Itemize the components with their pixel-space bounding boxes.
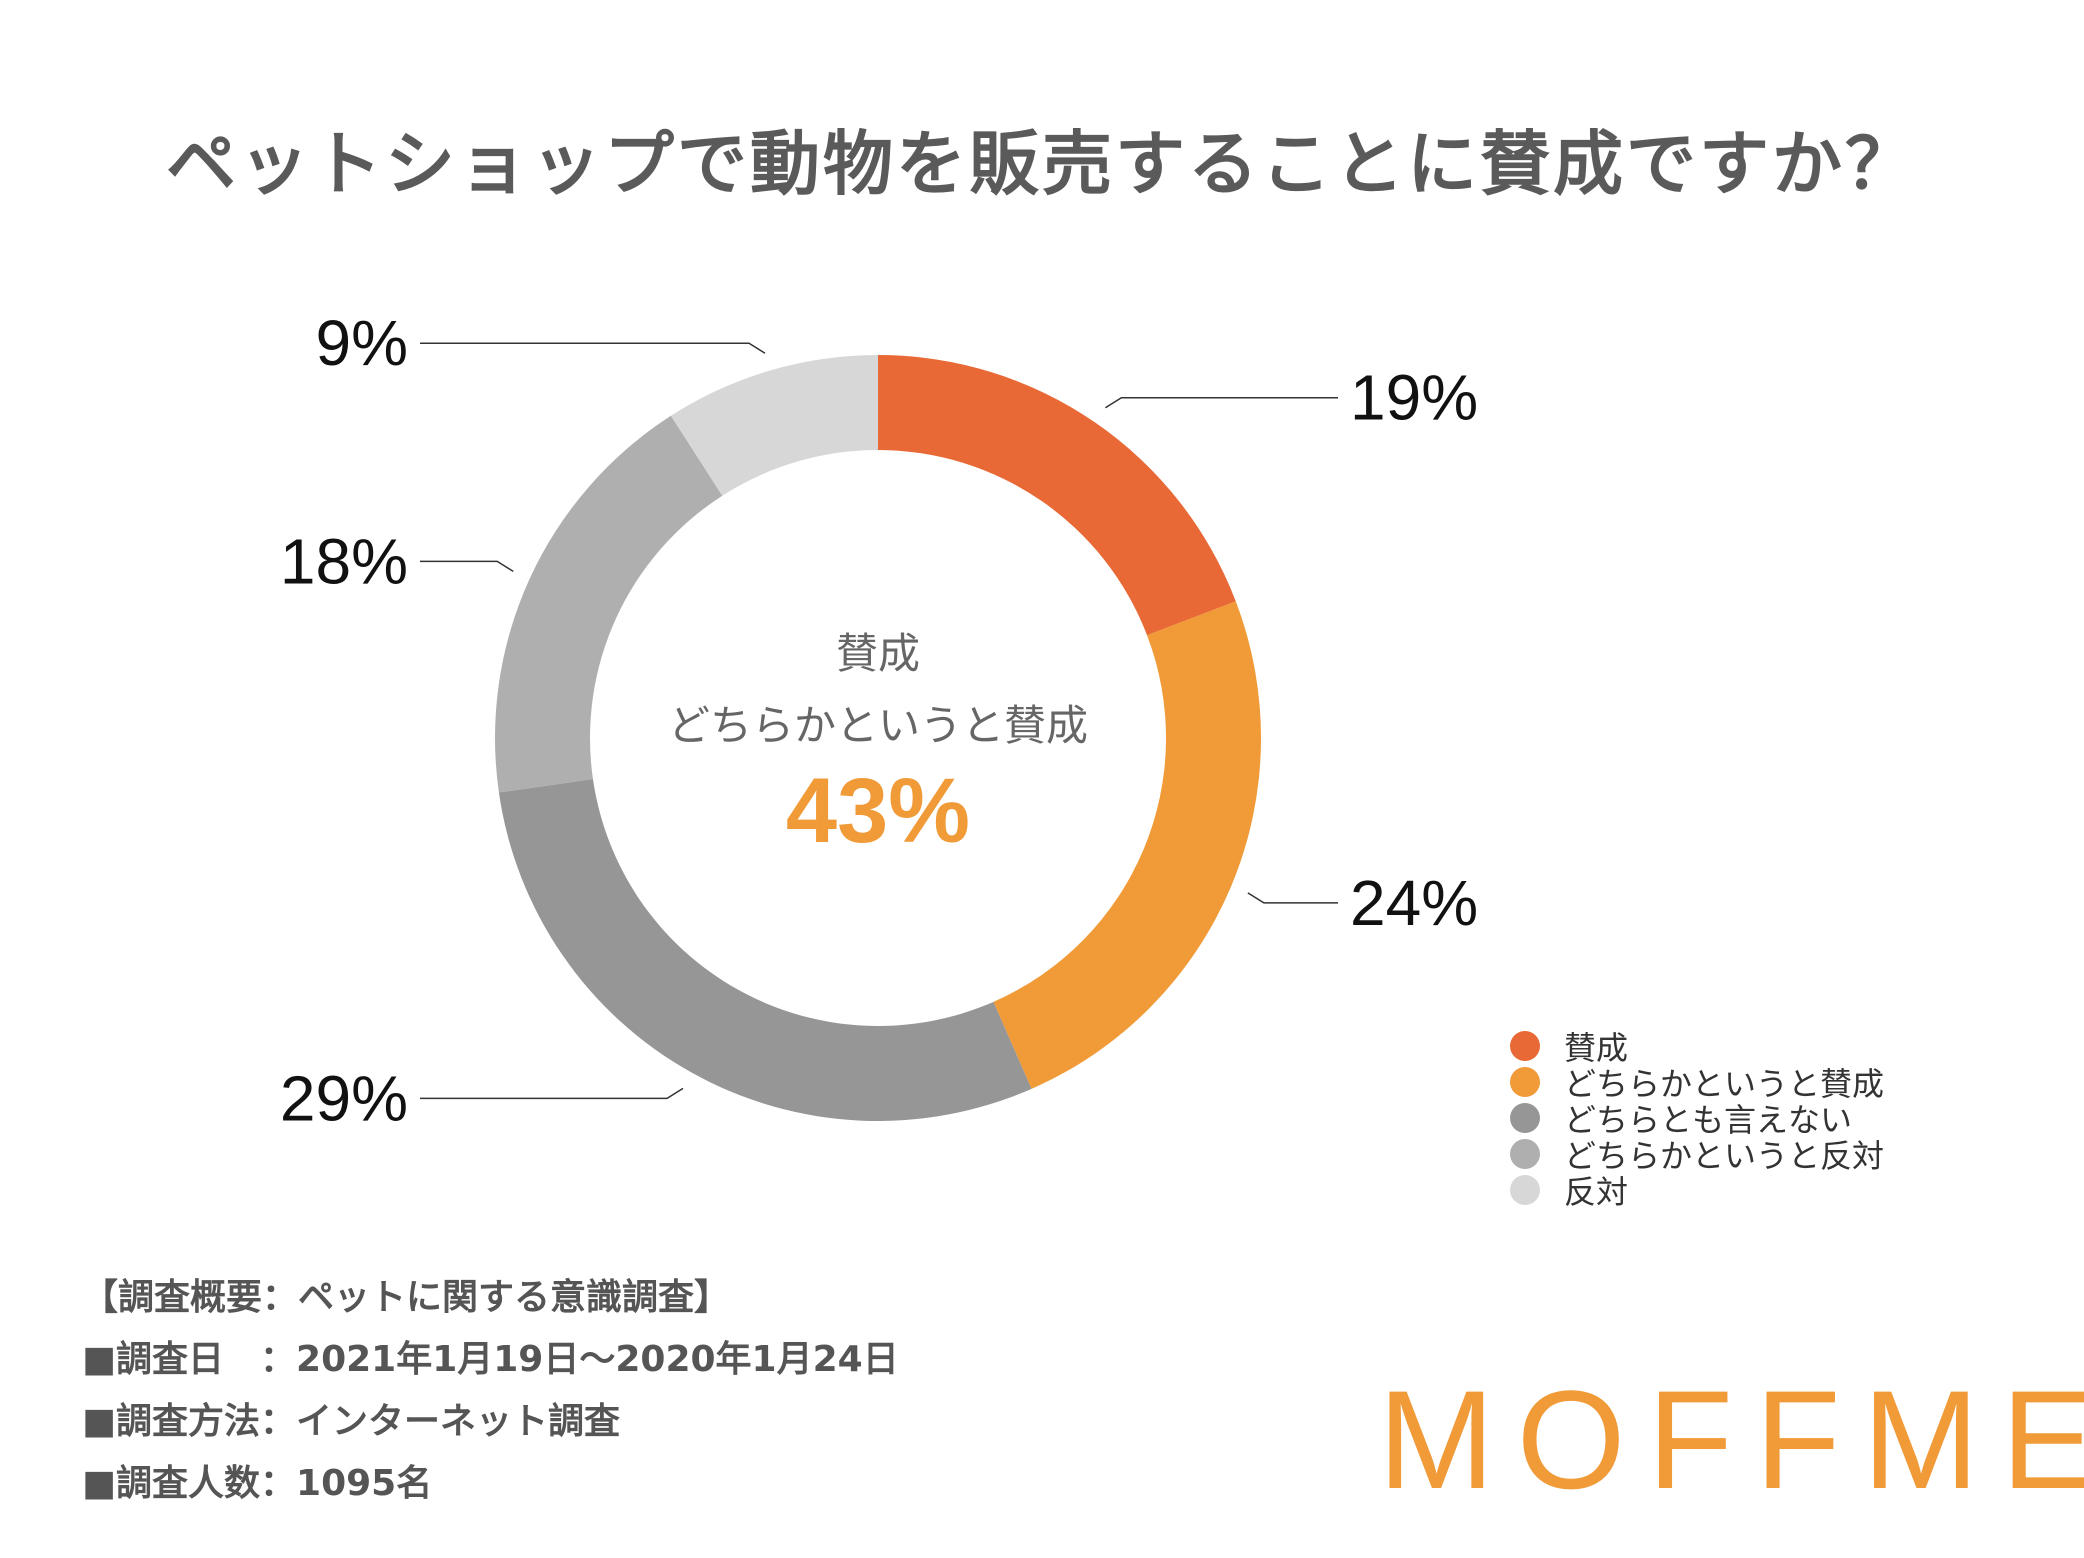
donut-slice [993, 601, 1261, 1089]
leader-line [1247, 892, 1338, 904]
legend-swatch [1510, 1139, 1540, 1169]
legend-item: 賛成 [1510, 1028, 1884, 1067]
value-label: 24% [1350, 867, 1478, 939]
donut-slice [878, 355, 1236, 636]
center-label-2: どちらかというと賛成 [668, 701, 1088, 750]
legend-label: 反対 [1564, 1173, 1629, 1211]
leader-line [1104, 396, 1338, 409]
donut-slice [494, 415, 723, 793]
value-label: 29% [280, 1062, 408, 1134]
center-value: 43% [786, 760, 970, 862]
chart-title: ペットショップで動物を販売することに賛成ですか？ [166, 123, 1918, 205]
legend-item: 反対 [1510, 1172, 1884, 1211]
survey-date: ■調査日 ：2021年1月19日〜2020年1月24日 [82, 1339, 899, 1380]
legend-label: どちらとも言えない [1564, 1101, 1853, 1139]
survey-method: ■調査方法：インターネット調査 [82, 1401, 621, 1442]
legend-swatch [1510, 1175, 1540, 1205]
donut-slice [498, 778, 1032, 1121]
survey-count: ■調査人数：1095名 [82, 1463, 433, 1504]
value-label: 19% [1350, 362, 1478, 434]
leader-line [420, 342, 766, 354]
legend-swatch [1510, 1103, 1540, 1133]
legend-label: どちらかというと賛成 [1564, 1065, 1885, 1103]
value-label: 9% [316, 307, 409, 379]
value-label: 18% [280, 525, 408, 597]
survey-heading: 【調査概要：ペットに関する意識調査】 [82, 1277, 731, 1318]
donut-slice [670, 355, 878, 496]
leader-line [420, 560, 514, 573]
legend-item: どちらとも言えない [1510, 1100, 1884, 1139]
legend-label: どちらかというと反対 [1564, 1137, 1885, 1175]
legend-item: どちらかというと反対 [1510, 1136, 1884, 1175]
value-labels: 19% 24% 29% 18% 9% [280, 307, 1478, 1134]
legend-item: どちらかというと賛成 [1510, 1064, 1884, 1103]
leader-line [420, 1087, 684, 1100]
legend-swatch [1510, 1031, 1540, 1061]
legend-swatch [1510, 1067, 1540, 1097]
survey-summary: 【調査概要：ペットに関する意識調査】 ■調査日 ：2021年1月19日〜2020… [82, 1268, 899, 1516]
donut-slices [494, 355, 1261, 1121]
legend-label: 賛成 [1564, 1029, 1629, 1067]
legend: 賛成 どちらかというと賛成 どちらとも言えない どちらかというと反対 反対 [1510, 1028, 1884, 1211]
center-label-1: 賛成 [836, 629, 920, 678]
leader-lines [420, 342, 1338, 1100]
brand-logo: MOFFME [1378, 1361, 2084, 1518]
